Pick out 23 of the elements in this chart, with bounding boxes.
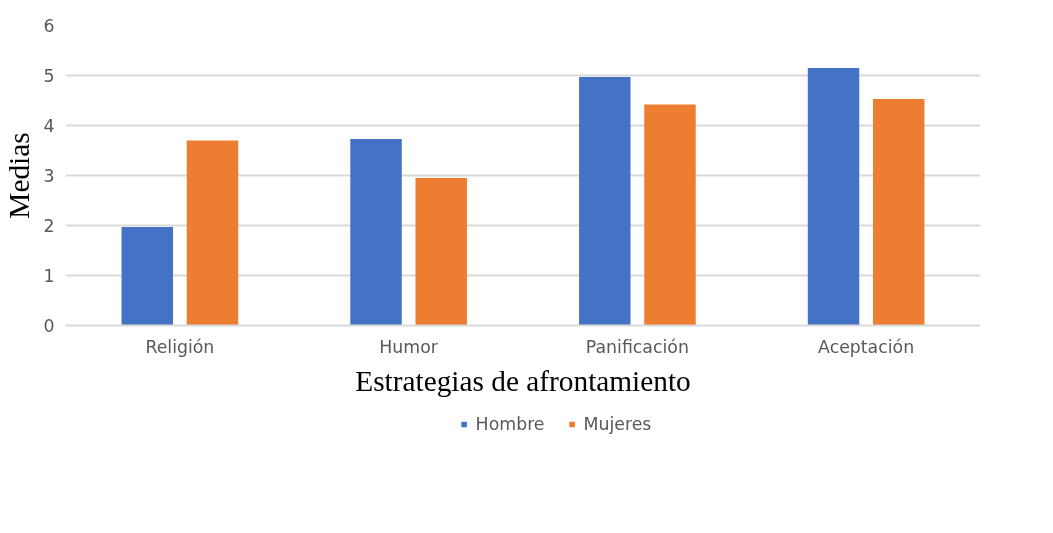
- legend-label: Mujeres: [583, 414, 652, 434]
- x-tick-label: Aceptación: [818, 336, 915, 357]
- bar: [579, 77, 631, 326]
- y-tick-label: 4: [43, 116, 55, 136]
- x-tick-label: Panificación: [585, 336, 689, 357]
- y-tick-label: 1: [43, 266, 55, 286]
- y-tick-label: 5: [43, 66, 55, 86]
- y-tick-label: 6: [43, 16, 55, 36]
- y-axis-title: Medias: [3, 132, 36, 219]
- bar: [872, 99, 925, 326]
- y-tick-label: 2: [43, 216, 55, 236]
- bar: [186, 140, 239, 326]
- y-tick-label: 0: [43, 316, 55, 336]
- bar: [644, 104, 696, 326]
- x-tick-label: Humor: [379, 336, 439, 357]
- x-tick-label: Religión: [145, 336, 215, 357]
- bar: [121, 227, 174, 326]
- bar: [807, 68, 860, 326]
- bar: [415, 178, 467, 326]
- y-tick-label: 3: [43, 166, 55, 186]
- x-axis-title: Estrategias de afrontamiento: [355, 364, 691, 397]
- bar: [350, 139, 402, 326]
- legend-label: Hombre: [475, 414, 545, 434]
